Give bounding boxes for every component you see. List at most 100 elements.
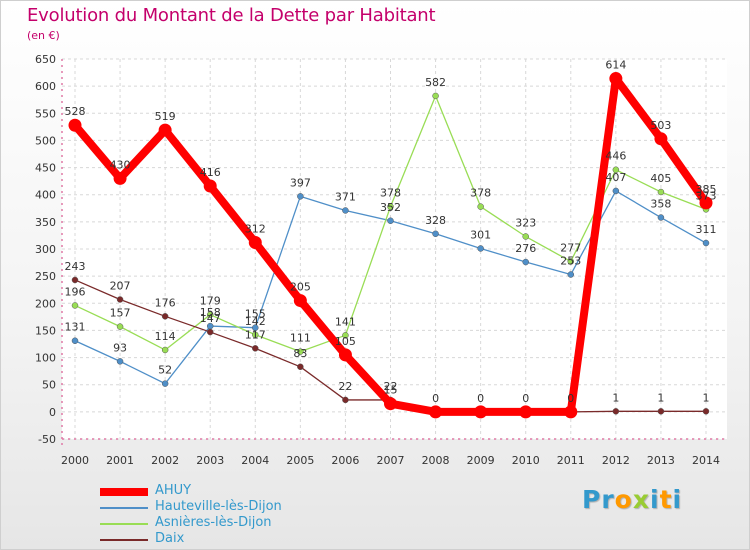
data-label: 179	[200, 295, 221, 308]
y-tick-label: 500	[35, 134, 56, 147]
data-point	[158, 123, 172, 137]
data-label: 446	[605, 150, 626, 163]
data-label: 0	[477, 392, 484, 405]
data-point	[206, 328, 214, 336]
data-label: 519	[155, 110, 176, 123]
data-label: 0	[522, 392, 529, 405]
data-point	[71, 276, 79, 284]
data-point	[71, 337, 79, 344]
data-point	[612, 408, 620, 415]
data-label: 416	[200, 166, 221, 179]
data-point	[248, 235, 262, 249]
data-point	[203, 179, 217, 193]
data-label: 131	[65, 321, 86, 334]
data-point	[161, 380, 169, 387]
y-tick-label: 450	[35, 162, 56, 175]
data-point	[699, 196, 713, 210]
y-tick-label: 600	[35, 80, 56, 93]
data-label: 1	[612, 391, 619, 404]
x-tick-label: 2011	[557, 454, 585, 467]
data-point	[113, 171, 127, 185]
data-label: 405	[650, 172, 671, 185]
data-label: 155	[245, 308, 266, 321]
data-point	[657, 408, 665, 415]
y-tick-label: 50	[42, 379, 56, 392]
data-label: 301	[470, 228, 491, 241]
data-label: 385	[696, 183, 717, 196]
data-point	[429, 405, 443, 419]
data-label: 1	[657, 391, 664, 404]
y-tick-label: 350	[35, 216, 56, 229]
data-label: 141	[335, 315, 356, 328]
data-label: 371	[335, 190, 356, 203]
logo-letter: o	[614, 485, 633, 514]
data-label: 312	[245, 222, 266, 235]
data-label: 207	[110, 279, 131, 292]
logo-letter: i	[650, 485, 660, 514]
data-label: 22	[384, 380, 398, 393]
data-point	[252, 331, 259, 339]
data-point	[657, 188, 665, 196]
data-label: 15	[384, 384, 398, 397]
data-point	[567, 258, 575, 265]
data-label: 176	[155, 296, 176, 309]
data-label: 582	[425, 76, 446, 89]
data-label: 111	[290, 332, 311, 345]
x-tick-label: 2006	[331, 454, 359, 467]
data-point	[384, 397, 397, 411]
x-tick-label: 2012	[602, 454, 630, 467]
data-point	[612, 166, 620, 173]
legend-swatch	[100, 523, 148, 525]
data-label: 276	[515, 242, 536, 255]
logo-letter: t	[659, 485, 673, 514]
data-point	[702, 239, 710, 247]
data-label: 157	[110, 307, 131, 320]
data-label: 1	[703, 391, 710, 404]
data-point	[522, 233, 529, 240]
data-point	[387, 217, 394, 225]
data-label: 528	[65, 105, 86, 118]
data-label: 196	[65, 285, 86, 298]
data-label: 358	[650, 198, 671, 211]
data-point	[297, 193, 304, 200]
x-tick-label: 2014	[692, 454, 720, 467]
data-label: 93	[113, 341, 127, 354]
data-point	[519, 405, 533, 419]
data-label: 397	[290, 176, 311, 189]
data-label: 243	[65, 260, 86, 273]
data-point	[474, 405, 488, 419]
data-point	[612, 187, 620, 195]
data-label: 614	[605, 59, 626, 72]
x-tick-label: 2013	[647, 454, 675, 467]
legend-label: AHUY	[155, 483, 192, 498]
data-point	[342, 332, 349, 339]
data-label: 503	[650, 119, 671, 132]
data-point	[522, 258, 529, 266]
data-label: 83	[293, 347, 307, 360]
data-point	[68, 118, 82, 132]
data-point	[116, 296, 124, 303]
data-label: 277	[560, 241, 581, 254]
data-point	[297, 363, 304, 371]
data-point	[252, 324, 259, 331]
data-point	[206, 311, 214, 318]
data-point	[116, 323, 124, 330]
x-tick-label: 2002	[151, 454, 179, 467]
data-point	[338, 348, 352, 362]
legend-swatch	[100, 507, 148, 509]
data-point	[654, 132, 668, 146]
x-tick-label: 2009	[467, 454, 495, 467]
y-tick-label: 0	[49, 406, 56, 419]
data-point	[387, 203, 394, 210]
data-point	[432, 92, 439, 100]
data-point	[293, 294, 307, 308]
data-point	[342, 207, 349, 214]
legend-label: Hauteville-lès-Dijon	[155, 499, 282, 514]
data-label: 158	[200, 306, 221, 319]
data-label: 117	[245, 328, 266, 341]
data-label: 0	[432, 392, 439, 405]
logo-letter: x	[632, 485, 650, 514]
data-point	[161, 313, 169, 320]
data-label: 147	[200, 312, 221, 325]
